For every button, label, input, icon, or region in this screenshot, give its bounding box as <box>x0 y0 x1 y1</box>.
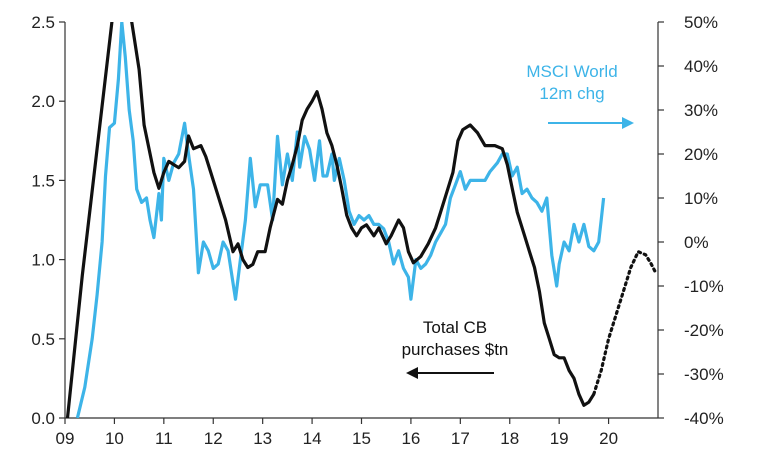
x-axis: 09 10 11 12 13 14 15 16 17 18 19 20 <box>56 417 658 448</box>
left-tick-label: 0.5 <box>31 330 55 349</box>
x-tick-label: 10 <box>105 429 124 448</box>
x-tick-label: 13 <box>253 429 272 448</box>
left-tick-label: 2.5 <box>31 13 55 32</box>
right-tick-label: 40% <box>684 57 718 76</box>
x-tick-label: 12 <box>204 429 223 448</box>
right-axis: -40% -30% -20% -10% 0% 10% 20% 30% 40% 50% <box>657 13 724 428</box>
x-tick-label: 11 <box>155 429 173 448</box>
right-tick-label: 50% <box>684 13 718 32</box>
right-tick-label: 30% <box>684 101 718 120</box>
x-tick-label: 16 <box>401 429 420 448</box>
left-tick-label: 2.0 <box>31 92 55 111</box>
msci-annotation-line-2: 12m chg <box>539 84 604 103</box>
left-axis: 0.0 0.5 1.0 1.5 2.0 2.5 <box>31 13 66 428</box>
cb-arrow-head <box>406 367 418 379</box>
left-tick-label: 1.0 <box>31 251 55 270</box>
right-tick-label: -10% <box>684 277 724 296</box>
x-tick-label: 20 <box>599 429 618 448</box>
right-tick-label: -40% <box>684 409 724 428</box>
cb-purchases-projection-line <box>592 249 658 396</box>
cb-annotation: Total CB purchases $tn <box>402 318 509 379</box>
msci-annotation: MSCI World 12m chg <box>526 62 634 129</box>
x-tick-label: 15 <box>352 429 371 448</box>
x-tick-label: 18 <box>500 429 519 448</box>
right-tick-label: -30% <box>684 365 724 384</box>
cb-annotation-line-2: purchases $tn <box>402 340 509 359</box>
left-tick-label: 1.5 <box>31 171 55 190</box>
left-tick-label: 0.0 <box>31 409 55 428</box>
msci-arrow-head <box>622 117 634 129</box>
series-layer <box>65 22 658 418</box>
right-tick-label: 0% <box>684 233 709 252</box>
cb-annotation-line-1: Total CB <box>423 318 487 337</box>
x-tick-label: 09 <box>56 429 75 448</box>
x-tick-label: 19 <box>550 429 569 448</box>
x-tick-label: 17 <box>451 429 470 448</box>
x-tick-label: 14 <box>303 429 322 448</box>
msci-annotation-line-1: MSCI World <box>526 62 617 81</box>
right-tick-label: -20% <box>684 321 724 340</box>
msci-world-line <box>75 22 606 418</box>
right-tick-label: 20% <box>684 145 718 164</box>
cb-purchases-line <box>65 22 596 418</box>
right-tick-label: 10% <box>684 189 718 208</box>
